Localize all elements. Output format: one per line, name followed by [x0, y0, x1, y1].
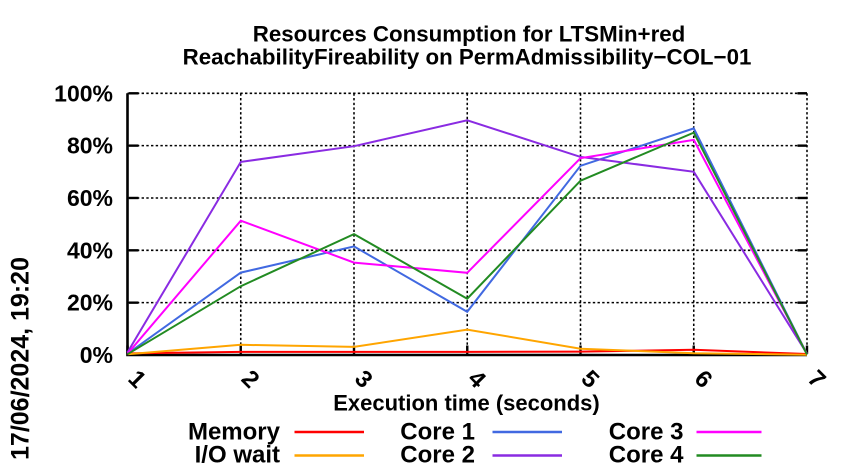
svg-text:17/06/2024, 19:20: 17/06/2024, 19:20 [7, 257, 35, 460]
svg-text:Core 4: Core 4 [609, 442, 684, 469]
svg-text:Core 1: Core 1 [400, 419, 475, 446]
svg-text:80%: 80% [67, 133, 113, 159]
svg-text:60%: 60% [67, 185, 113, 211]
svg-text:20%: 20% [67, 290, 113, 316]
svg-text:Core 2: Core 2 [400, 442, 475, 469]
svg-text:Core 3: Core 3 [609, 419, 684, 446]
svg-text:I/O wait: I/O wait [195, 442, 280, 469]
svg-text:Resources Consumption for LTSM: Resources Consumption for LTSMin+red [253, 21, 686, 46]
svg-text:100%: 100% [54, 80, 113, 106]
svg-text:0%: 0% [80, 342, 113, 368]
svg-text:ReachabilityFireability on Per: ReachabilityFireability on PermAdmissibi… [183, 44, 752, 69]
svg-text:Memory: Memory [188, 419, 281, 446]
svg-text:Execution time (seconds): Execution time (seconds) [333, 391, 600, 416]
svg-text:40%: 40% [67, 237, 113, 263]
